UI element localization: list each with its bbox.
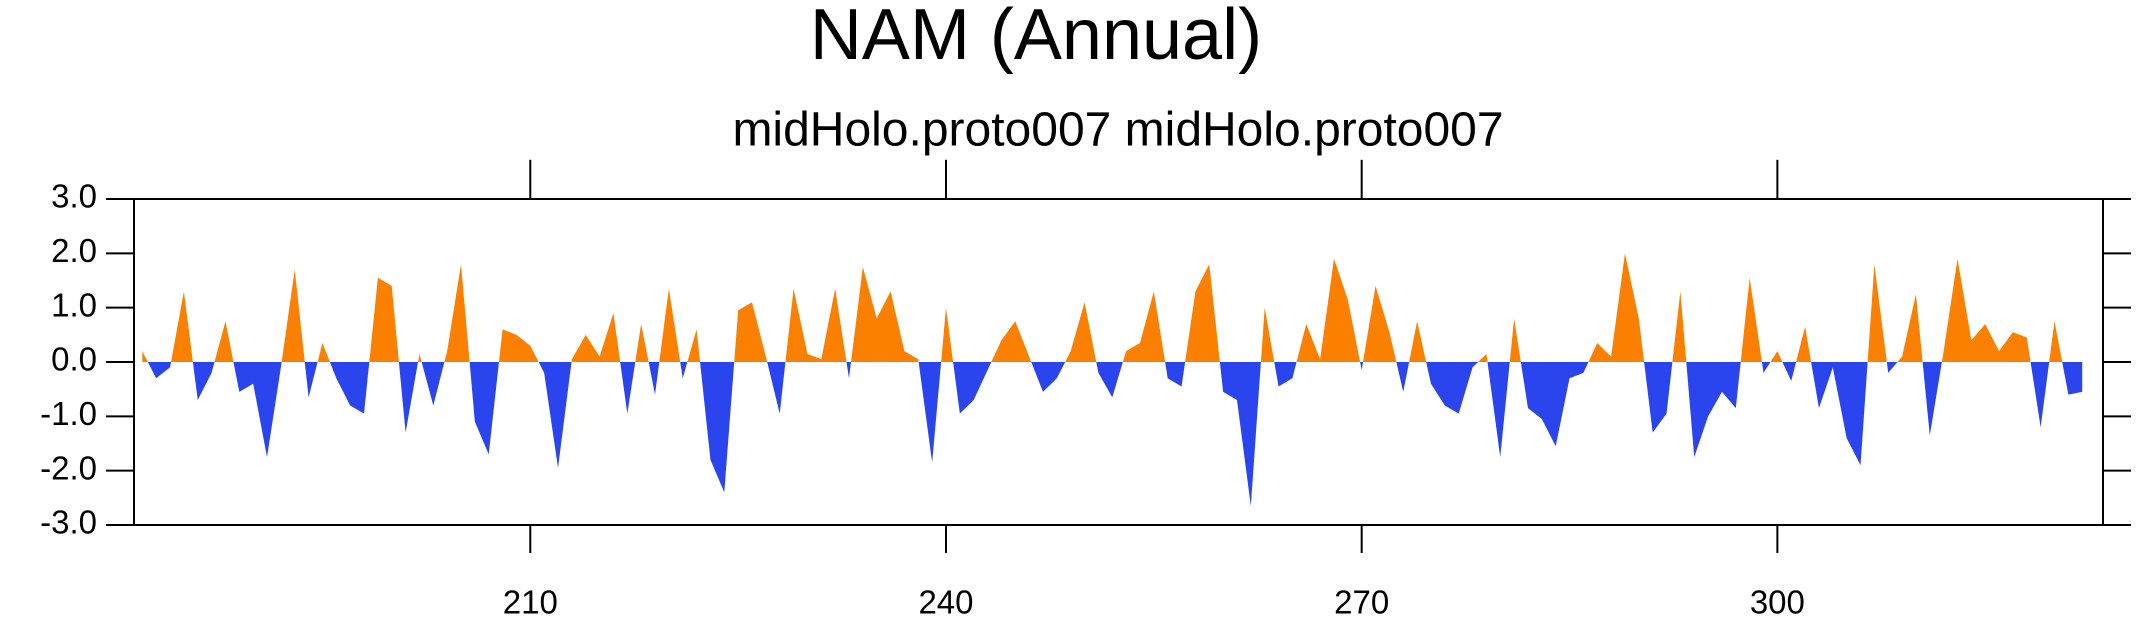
x-tick-label: 240	[918, 584, 973, 621]
chart-subtitle: midHolo.proto007 midHolo.proto007	[732, 104, 1503, 157]
y-tick-label: 2.0	[51, 232, 97, 269]
chart-title: NAM (Annual)	[810, 0, 1262, 75]
y-tick-label: -3.0	[40, 504, 97, 541]
y-tick-label: 3.0	[51, 178, 97, 215]
y-tick-label: 0.0	[51, 341, 97, 378]
x-tick-label: 210	[503, 584, 558, 621]
area-below	[142, 362, 2083, 506]
y-tick-label: -2.0	[40, 449, 97, 486]
x-tick-label: 300	[1750, 584, 1805, 621]
y-tick-label: -1.0	[40, 395, 97, 432]
y-tick-label: 1.0	[51, 286, 97, 323]
x-tick-label: 270	[1334, 584, 1389, 621]
